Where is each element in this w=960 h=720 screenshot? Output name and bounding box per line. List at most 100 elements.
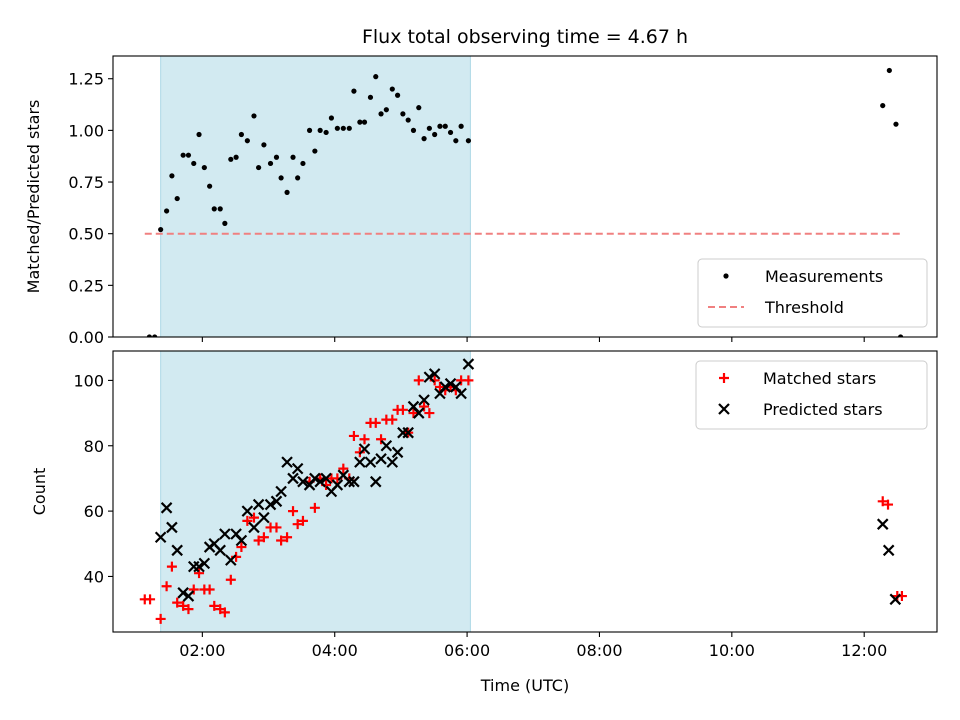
data-point [288,506,299,517]
data-point [348,430,359,441]
data-point [261,142,267,148]
y-tick-label: 100 [73,371,104,390]
data-point [214,544,226,557]
data-point [171,544,183,557]
y-axis-label: Count [30,468,49,516]
series-measurements [146,67,904,337]
data-point [314,475,326,488]
data-point [880,102,886,109]
x-tick-label: 04:00 [312,641,358,660]
data-point [236,542,247,553]
data-point [242,515,253,526]
y-tick-label: 0.75 [68,173,104,192]
data-point [225,554,237,566]
data-point [248,521,260,534]
data-point [346,125,352,131]
legend-box [695,360,928,430]
data-point [343,475,356,488]
data-point [437,123,443,129]
data-point [297,515,308,526]
data-point [408,408,419,419]
data-point [172,597,183,608]
data-point [244,138,250,144]
data-point [225,574,236,585]
data-point [160,502,173,514]
data-point [145,594,156,605]
data-point [188,584,199,595]
data-point [383,107,389,113]
data-point [428,368,441,380]
data-point [297,475,309,488]
data-point [331,479,344,491]
y-tick-label: 40 [84,567,104,586]
data-point [444,377,457,390]
data-point [291,462,304,475]
data-point [380,439,393,452]
data-point [161,581,172,592]
data-point [235,534,248,547]
data-point [376,434,387,445]
y-tick-label: 80 [84,437,104,456]
y-tick-label: 0.25 [68,276,104,295]
data-point [228,156,234,162]
data-point [370,417,381,428]
data-point [306,127,313,133]
data-point [876,518,889,530]
data-point [182,590,195,602]
observing-window-band [160,56,471,337]
data-point [180,152,186,158]
data-point [419,401,430,412]
data-point [354,456,366,468]
x-tick-label: 08:00 [576,641,622,660]
legend-box [697,258,928,328]
data-point [423,371,436,383]
data-point [378,111,384,117]
series-matched-stars [139,375,907,624]
data-point [271,522,282,533]
data-point [194,568,205,579]
data-point [442,123,448,129]
x-tick-label: 12:00 [841,641,887,660]
data-point [256,164,262,171]
legend-label: Matched stars [763,369,876,388]
legend-marker [723,273,729,279]
y-tick-label: 60 [84,502,104,521]
data-point [348,475,360,488]
count-panel: 02:00 04:00 06:00 08:00 10:00 12:00 40 60 80 100 C… [30,350,938,660]
data-point [375,453,387,465]
data-point [883,499,894,510]
data-point [400,111,406,117]
data-point [273,154,280,160]
data-point [309,502,320,513]
ratio-panel: 0.00 0.25 0.50 0.75 1.00 1.25 Matched/Predicte… [24,55,938,347]
data-point [204,584,215,595]
x-axis-label: Time (UTC) [480,676,569,695]
legend-label: Measurements [765,267,883,286]
y-tick-label: 0.00 [68,328,104,347]
data-point [447,129,454,136]
data-point [183,604,194,615]
data-point [397,404,408,415]
data-point [146,334,153,337]
data-point [211,206,217,212]
chart-title: Flux total observing time = 4.67 h [362,26,688,48]
data-point [357,119,363,125]
data-point [198,557,211,570]
data-point [893,121,899,127]
data-point [178,600,189,611]
data-point [410,127,417,133]
data-point [317,127,323,133]
data-point [253,535,264,546]
data-point [292,519,303,530]
data-point [391,446,404,459]
data-point [219,607,230,618]
data-point [284,189,290,195]
data-point [359,434,370,445]
data-point [252,498,265,511]
data-point [424,408,435,419]
data-point [439,381,452,393]
data-point [361,119,368,125]
series-predicted-stars [154,358,902,606]
axes-frame [112,350,938,633]
data-point [312,148,318,154]
